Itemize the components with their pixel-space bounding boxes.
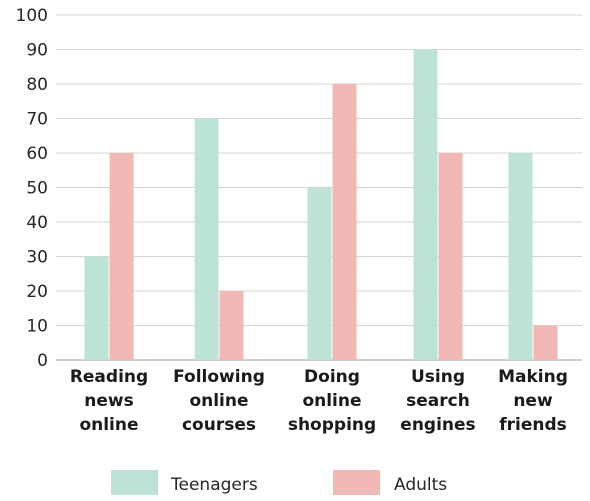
x-category-label-line: online bbox=[189, 391, 248, 411]
bar-adults-3 bbox=[438, 153, 463, 360]
bar-teenagers-3 bbox=[413, 49, 438, 360]
y-tick-label: 60 bbox=[26, 144, 48, 164]
y-tick-label: 50 bbox=[26, 179, 48, 199]
y-axis-tick-labels: 0 10 20 30 40 50 60 70 80 90 100 bbox=[16, 6, 48, 371]
y-tick-label: 0 bbox=[37, 351, 48, 371]
x-category-label-line: Doing bbox=[304, 367, 360, 387]
x-category-label-line: friends bbox=[499, 415, 567, 435]
x-category-label-line: engines bbox=[400, 415, 475, 435]
x-axis-category-labels: Reading news online Following online courses D… bbox=[70, 367, 568, 435]
y-tick-label: 90 bbox=[26, 41, 48, 61]
y-tick-label: 70 bbox=[26, 110, 48, 130]
legend-label-teenagers: Teenagers bbox=[170, 475, 258, 495]
x-category-label: Reading news online bbox=[70, 367, 148, 435]
legend-label-adults: Adults bbox=[394, 475, 447, 495]
x-category-label-line: news bbox=[84, 391, 133, 411]
legend-swatch-teenagers bbox=[111, 470, 158, 495]
y-tick-label: 20 bbox=[26, 282, 48, 302]
x-category-label-line: shopping bbox=[288, 415, 376, 435]
bar-adults-2 bbox=[332, 84, 357, 360]
legend-swatch-adults bbox=[333, 470, 380, 495]
legend: Teenagers Adults bbox=[111, 470, 447, 495]
x-category-label-line: courses bbox=[182, 415, 256, 435]
x-category-label-line: Using bbox=[411, 367, 465, 387]
x-category-label: Following online courses bbox=[173, 367, 265, 435]
y-tick-label: 30 bbox=[26, 248, 48, 268]
bar-teenagers-1 bbox=[194, 118, 219, 360]
x-category-label-line: new bbox=[513, 391, 553, 411]
x-category-label-line: Reading bbox=[70, 367, 148, 387]
y-tick-label: 40 bbox=[26, 213, 48, 233]
y-tick-label: 10 bbox=[26, 317, 48, 337]
y-tick-label: 80 bbox=[26, 75, 48, 95]
bar-teenagers-2 bbox=[307, 187, 332, 360]
x-category-label: Doing online shopping bbox=[288, 367, 376, 435]
x-category-label-line: online bbox=[302, 391, 361, 411]
x-category-label-line: Making bbox=[498, 367, 568, 387]
bars bbox=[84, 49, 558, 360]
bar-adults-0 bbox=[109, 153, 134, 360]
bar-adults-4 bbox=[533, 325, 558, 360]
x-category-label-line: search bbox=[406, 391, 470, 411]
bar-adults-1 bbox=[219, 291, 244, 360]
x-category-label-line: online bbox=[79, 415, 138, 435]
y-tick-label: 100 bbox=[16, 6, 48, 26]
bar-teenagers-0 bbox=[84, 256, 109, 360]
bar-teenagers-4 bbox=[508, 153, 533, 360]
x-category-label: Using search engines bbox=[400, 367, 475, 435]
x-category-label-line: Following bbox=[173, 367, 265, 387]
x-category-label: Making new friends bbox=[498, 367, 568, 435]
